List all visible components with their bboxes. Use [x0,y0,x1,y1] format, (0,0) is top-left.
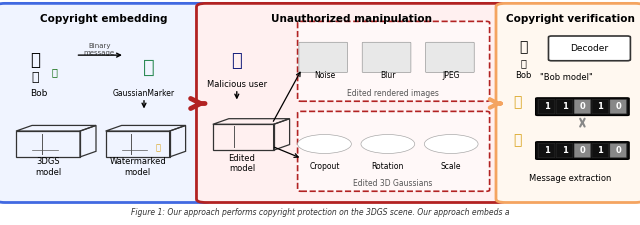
Text: JPEG: JPEG [442,71,460,80]
Text: Blur: Blur [380,71,396,80]
FancyBboxPatch shape [496,3,640,202]
FancyBboxPatch shape [592,143,609,158]
Text: Message extraction: Message extraction [529,174,611,183]
FancyBboxPatch shape [610,99,627,114]
Text: Copyright embedding: Copyright embedding [40,14,168,24]
FancyBboxPatch shape [536,98,629,115]
Text: 1: 1 [561,102,568,111]
Text: 🔑: 🔑 [513,95,522,109]
Text: GaussianMarker: GaussianMarker [113,89,175,98]
FancyBboxPatch shape [610,143,627,158]
FancyBboxPatch shape [556,143,573,158]
Text: Copyright verification: Copyright verification [506,14,635,24]
FancyBboxPatch shape [574,143,591,158]
Text: Bob: Bob [29,89,47,98]
FancyBboxPatch shape [299,42,348,72]
Text: 1: 1 [597,146,604,155]
Text: Scale: Scale [441,162,461,171]
Text: 🌐: 🌐 [51,67,58,77]
Text: 🖥: 🖥 [520,58,527,68]
Text: 0: 0 [580,102,585,111]
Text: Malicious user: Malicious user [207,80,267,89]
Text: model: model [124,168,151,177]
Text: Edited rendered images: Edited rendered images [347,89,439,98]
Text: 👤: 👤 [519,40,528,54]
Text: 🦸: 🦸 [232,52,242,70]
FancyBboxPatch shape [574,99,591,114]
Text: Edited: Edited [228,154,255,163]
Text: 👤: 👤 [30,51,40,69]
FancyBboxPatch shape [538,99,555,114]
Text: 1: 1 [543,146,550,155]
Circle shape [361,135,415,153]
Text: 0: 0 [616,146,621,155]
Circle shape [298,135,351,153]
Text: model: model [228,164,255,173]
Text: Figure 1: Our approach performs copyright protection on the 3DGS scene. Our appr: Figure 1: Our approach performs copyrigh… [131,208,509,217]
Text: 🔒: 🔒 [156,143,161,152]
Text: 1: 1 [597,102,604,111]
Text: Watermarked: Watermarked [109,158,166,166]
FancyBboxPatch shape [298,21,490,101]
Text: Decoder: Decoder [570,44,609,53]
FancyBboxPatch shape [0,3,212,202]
Text: Rotation: Rotation [372,162,404,171]
Text: Unauthorized manipulation: Unauthorized manipulation [271,14,432,24]
Text: 3DGS: 3DGS [36,158,60,166]
Circle shape [424,135,478,153]
Text: Bob: Bob [515,71,532,80]
Text: "Bob model": "Bob model" [540,73,593,82]
FancyBboxPatch shape [548,36,630,61]
Text: Noise: Noise [314,71,335,80]
FancyBboxPatch shape [536,142,629,159]
FancyBboxPatch shape [196,3,507,202]
Text: 🛡: 🛡 [143,58,154,77]
Text: 1: 1 [543,102,550,111]
FancyBboxPatch shape [298,111,490,191]
Text: Binary
message: Binary message [84,43,115,56]
Text: 🖥: 🖥 [31,71,39,84]
Text: Cropout: Cropout [309,162,340,171]
Text: 1: 1 [561,146,568,155]
FancyBboxPatch shape [538,143,555,158]
FancyBboxPatch shape [556,99,573,114]
FancyBboxPatch shape [426,42,474,72]
Text: 0: 0 [616,102,621,111]
Text: 🔓: 🔓 [513,134,522,148]
FancyBboxPatch shape [362,42,411,72]
FancyBboxPatch shape [592,99,609,114]
Text: 0: 0 [580,146,585,155]
Text: model: model [35,168,61,177]
Text: Edited 3D Gaussians: Edited 3D Gaussians [353,179,433,188]
